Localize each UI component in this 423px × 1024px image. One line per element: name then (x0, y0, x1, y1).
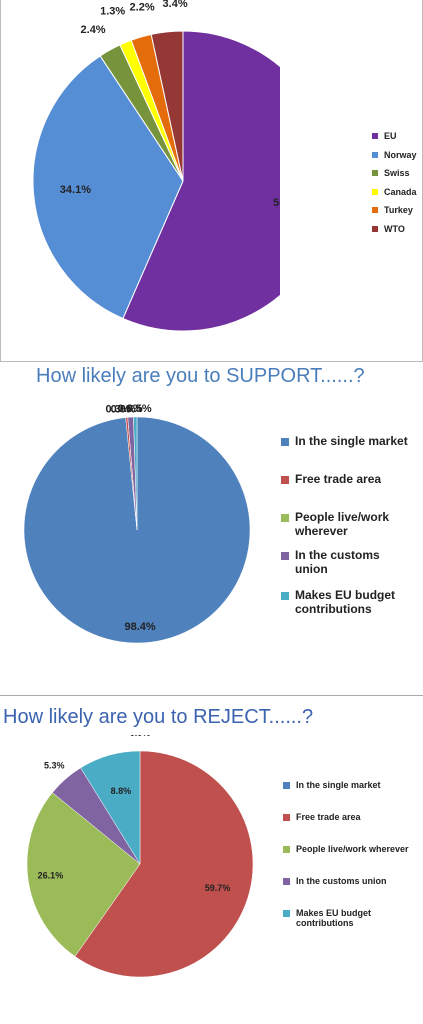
data-label: 2.2% (130, 2, 155, 14)
pie-chart: 0.0% 59.7% 26.1% 5.3% 8.8% (26, 735, 254, 978)
legend-label: Makes EU budget contributions (295, 588, 396, 616)
legend-label: Makes EU budget contributions (296, 908, 372, 929)
legend-swatch (283, 781, 290, 789)
legend-item: Free trade area (281, 472, 411, 487)
legend-swatch (281, 513, 289, 522)
separator (0, 695, 423, 696)
data-label: 56.5% (273, 197, 280, 209)
legend-label: Swiss (384, 168, 410, 178)
legend-item: People live/work wherever (281, 510, 411, 539)
data-label: 2.4% (81, 24, 106, 36)
data-label: 34.1% (60, 184, 91, 196)
legend-item: In the customs union (283, 876, 418, 886)
legend-item: WTO (372, 224, 422, 234)
legend-item: Makes EU budget contributions (281, 588, 411, 617)
chart-title: How likely are you to REJECT......? (3, 706, 314, 728)
data-label: 0.3% (105, 403, 130, 415)
data-label: 0.5% (127, 403, 152, 415)
legend-item: Norway (372, 150, 422, 160)
legend-item: Canada (372, 187, 422, 197)
chart-title: How likely are you to SUPPORT......? (36, 365, 365, 387)
legend-label: Free trade area (296, 812, 361, 822)
data-label: 1.3% (100, 6, 125, 18)
legend-swatch (372, 225, 378, 232)
pie-slice (133, 416, 138, 531)
legend-swatch (283, 877, 290, 885)
legend-label: Canada (384, 186, 417, 197)
pie-slice (26, 792, 141, 957)
legend-swatch (281, 551, 289, 560)
data-label: 26.1% (38, 871, 64, 881)
legend-swatch (283, 845, 290, 853)
legend-swatch (283, 813, 290, 821)
legend-item: In the customs union (281, 548, 411, 577)
legend-swatch (372, 207, 378, 214)
data-label: 0.0% (111, 403, 136, 415)
legend-item: Turkey (372, 205, 422, 215)
legend-label: In the single market (296, 780, 381, 790)
pie-slice (150, 30, 184, 182)
legend-item: Makes EU budget contributions (283, 908, 418, 929)
data-label: 59.7% (205, 883, 231, 893)
legend-swatch (372, 170, 378, 177)
legend-swatch (372, 133, 378, 140)
pie-slice (74, 750, 254, 978)
legend-label: In the customs union (296, 876, 387, 886)
legend-swatch (283, 909, 290, 917)
pie-chart: 56.5% 34.1% 2.4% 1.3% 2.2% 3.4% (32, 0, 280, 332)
legend-swatch (281, 475, 289, 484)
legend-label: In the customs union (295, 548, 380, 576)
legend-label: Free trade area (295, 472, 382, 486)
pie-slice (80, 750, 141, 865)
legend-item: People live/work wherever (283, 844, 418, 854)
data-label: 3.4% (163, 0, 188, 10)
legend-item: In the single market (283, 780, 418, 790)
legend-item: EU (372, 131, 422, 141)
pie-chart: 98.4% 0.3%0.0%0.8%0.5% (23, 403, 251, 644)
pie-slice (32, 55, 184, 320)
legend-label: WTO (384, 223, 405, 234)
legend-item: Swiss (372, 168, 422, 178)
data-label: 98.4% (125, 621, 156, 633)
legend-item: In the single market (281, 434, 411, 449)
legend-swatch (372, 151, 378, 158)
legend-swatch (372, 188, 378, 195)
pie-slice (122, 30, 280, 332)
legend-swatch (281, 591, 289, 600)
data-label: 0.8% (118, 403, 143, 415)
legend-label: Turkey (384, 205, 413, 215)
legend-label: Norway (384, 149, 417, 160)
legend-label: People live/work wherever (296, 844, 409, 854)
data-label: 5.3% (44, 761, 65, 771)
legend-item: Free trade area (283, 812, 418, 822)
legend-label: People live/work wherever (295, 510, 390, 538)
data-label: 8.8% (111, 786, 132, 796)
data-label: 0.0% (130, 735, 151, 738)
legend-label: In the single market (295, 434, 408, 448)
legend-swatch (281, 437, 289, 446)
legend-label: EU (384, 131, 397, 141)
